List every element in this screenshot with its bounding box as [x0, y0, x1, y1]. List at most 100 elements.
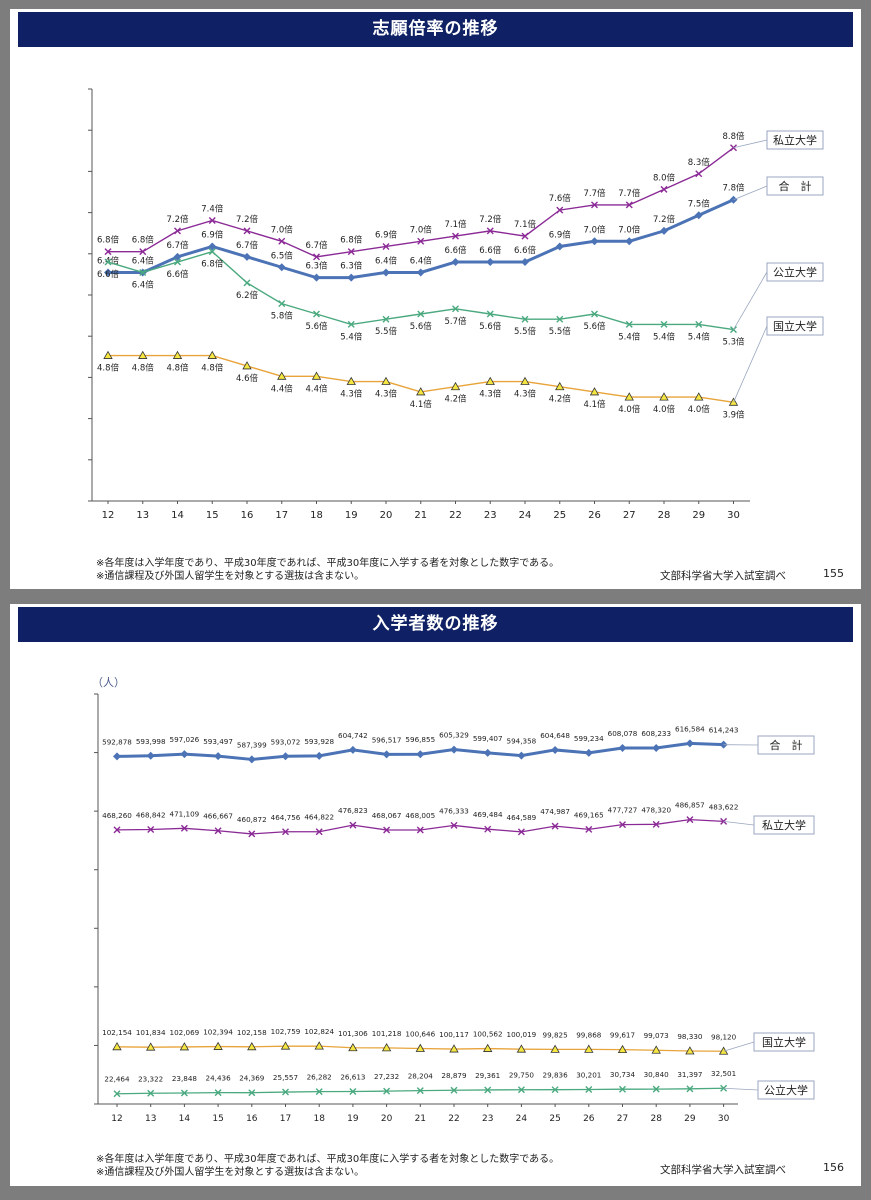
data-label: 596,855 — [405, 735, 435, 744]
x-tick-label: 28 — [658, 510, 671, 521]
data-point — [113, 1090, 121, 1098]
data-point — [113, 752, 121, 761]
data-point — [247, 1042, 257, 1051]
data-label: 587,399 — [237, 740, 267, 749]
data-label: 593,928 — [304, 737, 334, 746]
series-line — [116, 818, 724, 835]
data-label: 4.3倍 — [340, 389, 363, 400]
data-label: 474,987 — [540, 807, 570, 816]
x-tick-label: 17 — [280, 1114, 291, 1124]
data-label: 102,154 — [102, 1028, 132, 1037]
legend-box — [766, 262, 824, 282]
data-point — [486, 258, 495, 267]
data-point — [590, 237, 599, 246]
data-point — [659, 392, 669, 401]
data-label: 4.6倍 — [236, 373, 259, 384]
data-label: 102,394 — [203, 1028, 233, 1037]
data-label: 599,407 — [473, 734, 503, 743]
data-point — [382, 750, 391, 759]
data-point — [618, 744, 627, 753]
data-label: 6.6倍 — [166, 269, 189, 280]
data-point — [248, 1089, 256, 1097]
legend-label: 私立大学 — [762, 818, 806, 832]
data-label: 4.8倍 — [166, 363, 189, 374]
data-label: 5.4倍 — [618, 331, 641, 342]
data-label: 7.6倍 — [549, 193, 572, 204]
data-label: 6.7倍 — [166, 240, 189, 251]
data-label: 5.5倍 — [375, 326, 398, 337]
data-point — [486, 310, 494, 318]
data-label: 6.6倍 — [479, 245, 502, 256]
data-point — [138, 350, 148, 359]
data-label: 6.4倍 — [375, 255, 398, 266]
data-label: 6.3倍 — [340, 261, 363, 272]
data-label: 3.9倍 — [722, 409, 745, 420]
data-point — [584, 748, 593, 757]
data-label: 6.9倍 — [201, 229, 224, 240]
data-label: 4.0倍 — [618, 404, 641, 415]
data-label: 23,848 — [172, 1074, 198, 1083]
x-tick-label: 23 — [484, 510, 497, 521]
data-point — [139, 248, 147, 256]
legend-leader-line — [723, 821, 755, 826]
data-point — [625, 237, 634, 246]
x-tick-label: 24 — [519, 510, 532, 521]
data-label: 100,117 — [439, 1030, 469, 1039]
data-label: 6.7倍 — [305, 240, 328, 251]
x-tick-label: 14 — [171, 510, 184, 521]
data-point — [417, 310, 425, 318]
data-label: 99,868 — [576, 1030, 602, 1039]
data-label: 460,872 — [237, 815, 267, 824]
data-point — [383, 826, 391, 834]
legend-box — [766, 316, 824, 336]
data-label: 30,840 — [644, 1070, 670, 1079]
legend-label: 国立大学 — [773, 319, 817, 333]
data-label: 30,734 — [610, 1070, 636, 1079]
data-label: 6.4倍 — [132, 279, 155, 290]
data-label: 6.8倍 — [201, 259, 224, 270]
data-label: 28,879 — [441, 1071, 467, 1080]
data-label: 6.8倍 — [97, 235, 120, 246]
x-tick-label: 20 — [381, 1114, 393, 1124]
x-tick-label: 29 — [692, 510, 705, 521]
data-point — [278, 300, 286, 308]
data-label: 102,069 — [170, 1028, 200, 1037]
data-label: 5.8倍 — [271, 311, 294, 322]
data-point — [452, 232, 459, 240]
data-label: 4.0倍 — [688, 404, 711, 415]
data-point — [625, 201, 633, 209]
data-point — [556, 315, 564, 323]
legend-label: 国立大学 — [762, 1035, 806, 1049]
data-point — [486, 227, 494, 235]
data-point — [382, 242, 390, 250]
x-tick-label: 26 — [588, 510, 601, 521]
data-label: 5.3倍 — [722, 337, 745, 348]
data-point — [485, 376, 495, 385]
x-tick-label: 16 — [246, 1114, 258, 1124]
data-point — [556, 206, 564, 214]
data-point — [312, 273, 321, 282]
data-point — [214, 1089, 222, 1097]
data-point — [243, 227, 251, 235]
legend-box — [766, 130, 824, 150]
data-point — [415, 1043, 425, 1052]
data-label: 26,282 — [307, 1073, 332, 1082]
data-label: 4.8倍 — [132, 363, 155, 374]
data-point — [346, 376, 356, 385]
data-point — [315, 1088, 323, 1096]
x-tick-label: 20 — [380, 510, 393, 521]
data-point — [382, 315, 390, 323]
data-label: 604,742 — [338, 731, 368, 740]
slide-enrollment: 入学者数の推移 （人） 12 13 14 15 16 17 18 19 20 21 22 23 24 25… — [10, 604, 861, 1186]
data-point — [694, 392, 704, 401]
data-point — [104, 248, 112, 256]
data-label: 6.8倍 — [132, 235, 155, 246]
x-tick-label: 17 — [275, 510, 288, 521]
data-label: 4.2倍 — [444, 394, 467, 405]
x-tick-label: 25 — [549, 1114, 560, 1124]
data-point — [243, 252, 251, 261]
x-tick-label: 15 — [206, 510, 219, 521]
data-point — [591, 310, 598, 318]
data-label: 7.4倍 — [201, 204, 224, 215]
data-point — [314, 1041, 324, 1050]
